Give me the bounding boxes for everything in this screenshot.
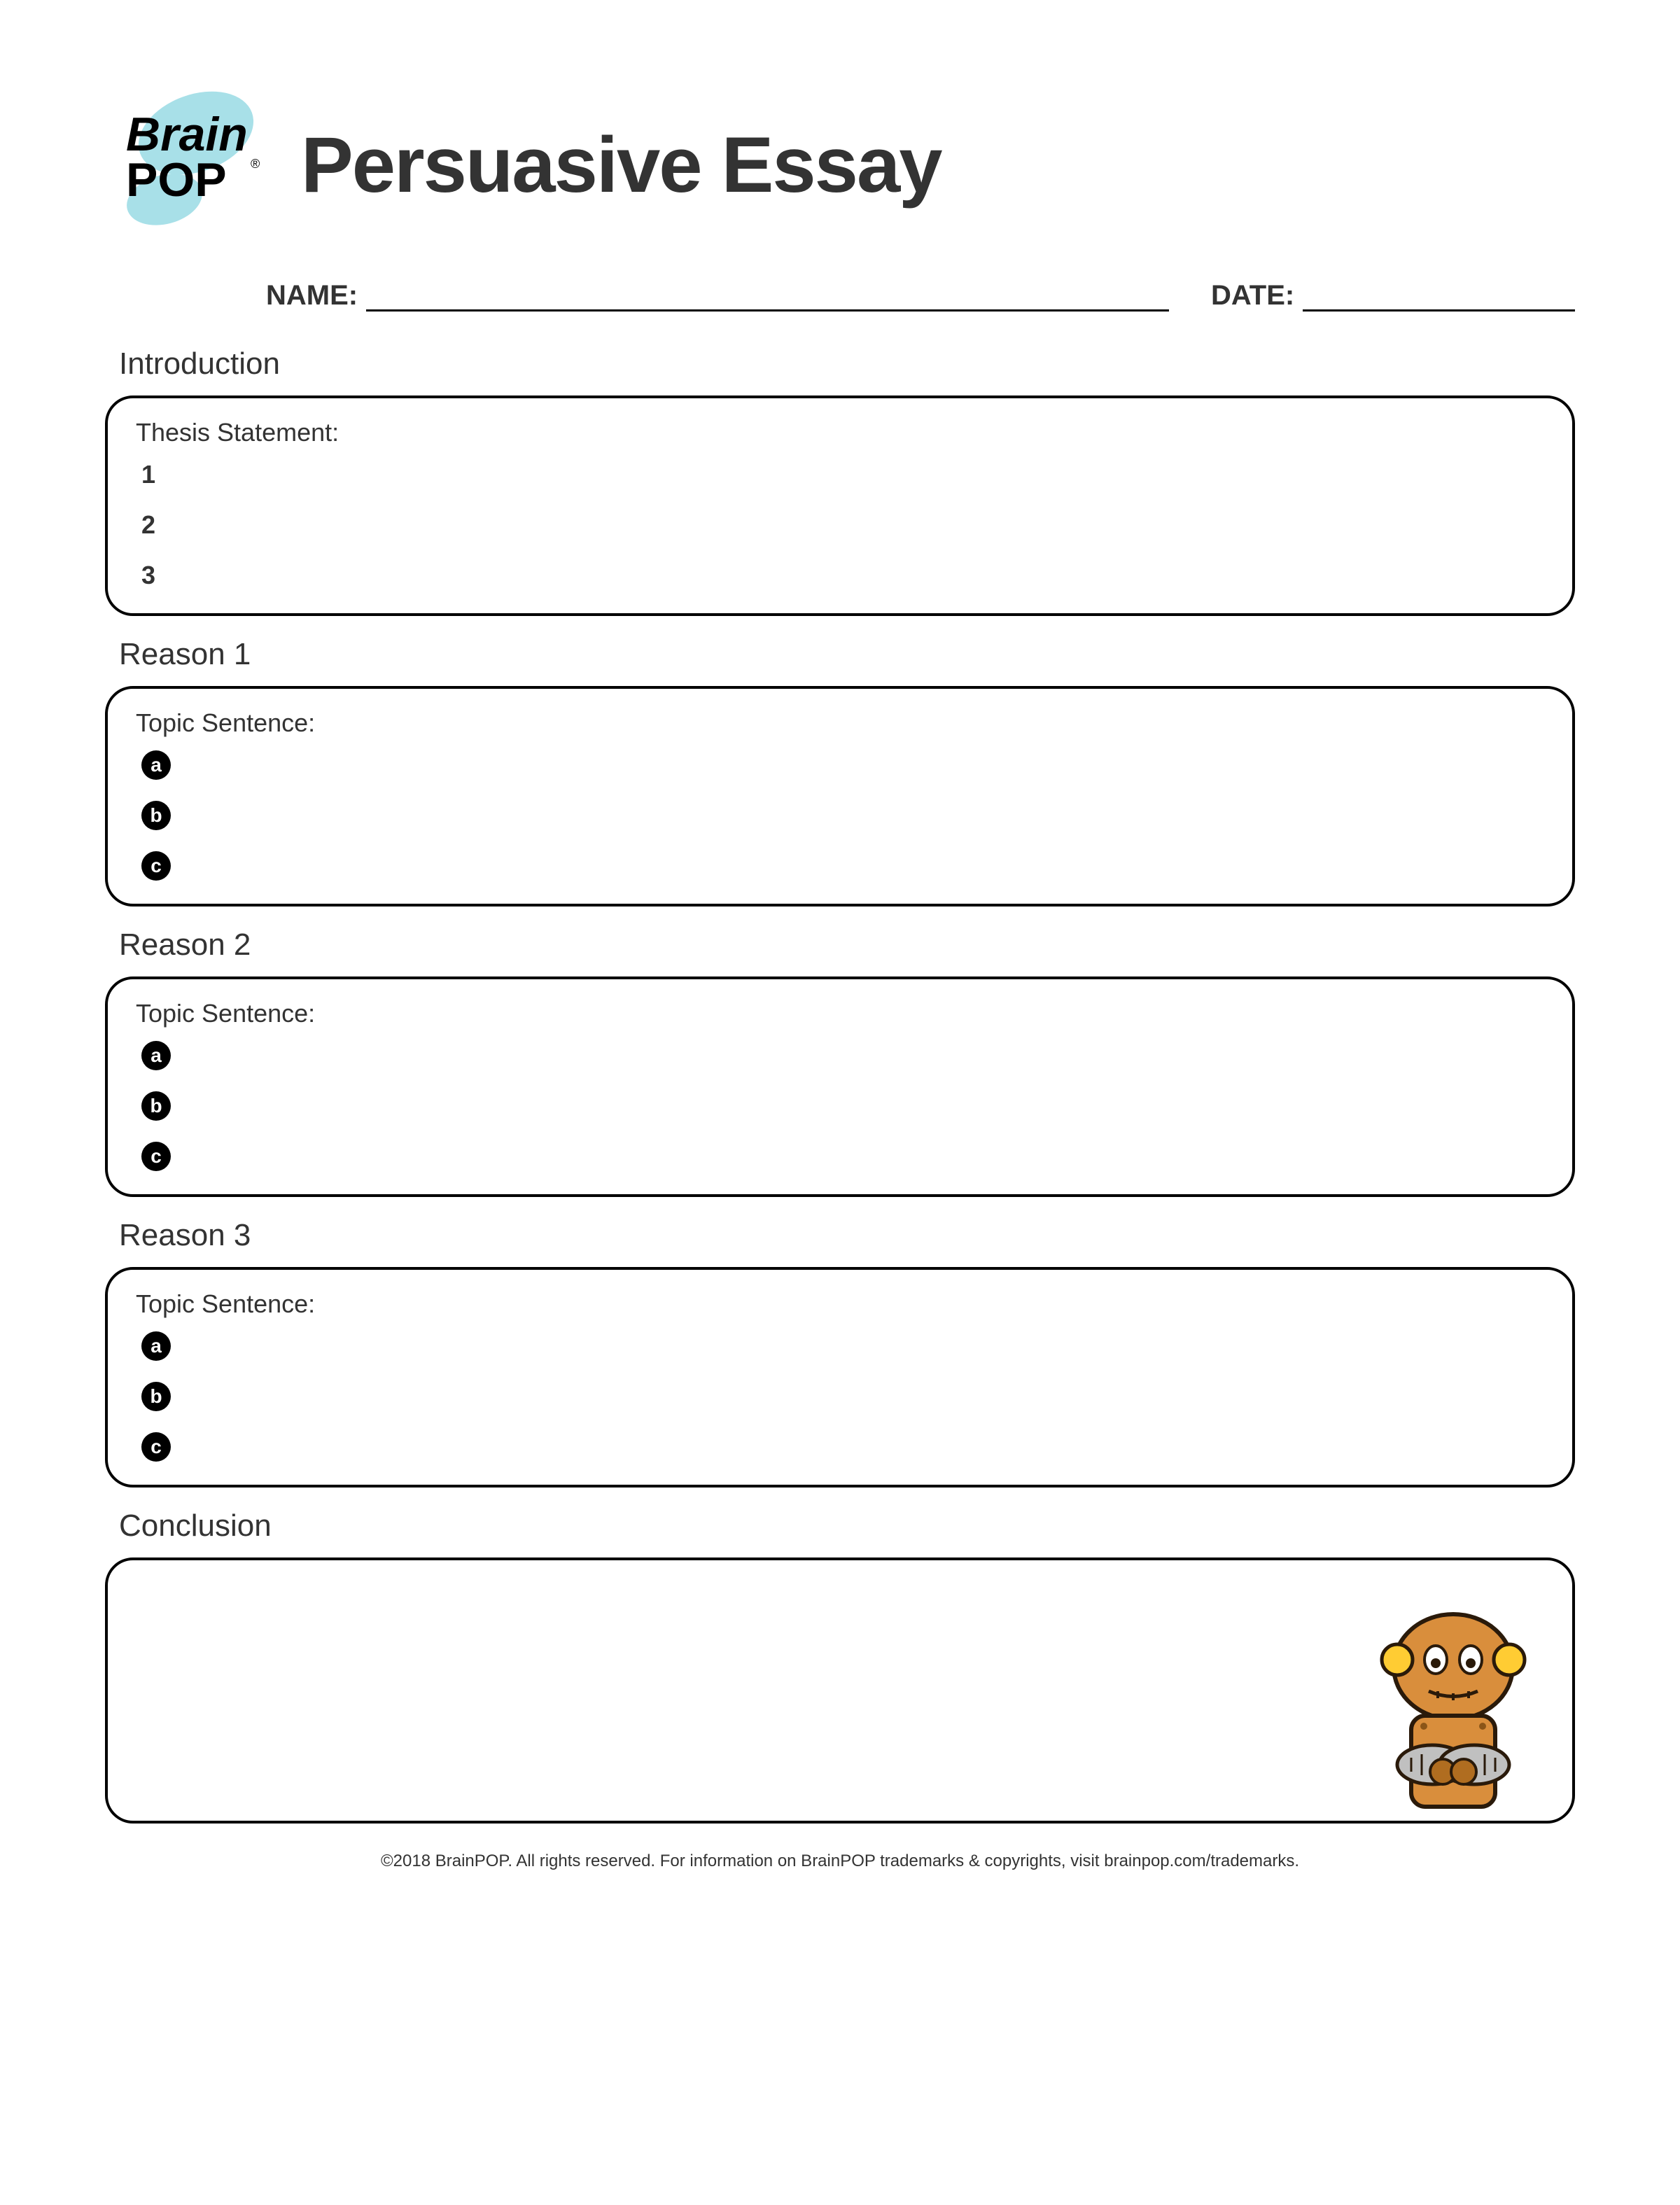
page-title: Persuasive Essay [301,120,941,210]
reason2-bullet-a: a [136,1041,1544,1070]
reason1-bullet-a: a [136,750,1544,780]
reason2-box: Topic Sentence: a b c [105,976,1575,1197]
reason1-box: Topic Sentence: a b c [105,686,1575,906]
reason1-bullet-b: b [136,801,1544,830]
reason3-bullet-a: a [136,1331,1544,1361]
reason1-topic-label: Topic Sentence: [136,708,1544,738]
name-date-row: NAME: DATE: [105,280,1575,312]
name-field: NAME: [266,280,1169,312]
header: Brain POP ® Persuasive Essay [105,84,1575,245]
footer-text: ©2018 BrainPOP. All rights reserved. For… [105,1851,1575,1871]
conclusion-header: Conclusion [105,1508,1575,1544]
introduction-header: Introduction [105,346,1575,382]
name-label: NAME: [266,280,358,312]
reason3-header: Reason 3 [105,1218,1575,1253]
date-field: DATE: [1211,280,1575,312]
brainpop-logo: Brain POP ® [105,84,266,245]
reason1-header: Reason 1 [105,637,1575,672]
reason2-bullet-c: c [136,1142,1544,1171]
date-input-line[interactable] [1303,284,1575,312]
reason2-topic-label: Topic Sentence: [136,999,1544,1028]
robot-icon [1362,1604,1544,1828]
name-input-line[interactable] [366,284,1169,312]
intro-bullet-1: 1 [136,460,1544,489]
reason3-box: Topic Sentence: a b c [105,1267,1575,1488]
date-label: DATE: [1211,280,1294,312]
svg-text:®: ® [251,157,260,171]
reason3-topic-label: Topic Sentence: [136,1289,1544,1319]
reason1-bullet-c: c [136,851,1544,881]
reason2-bullet-b: b [136,1091,1544,1121]
conclusion-box [105,1558,1575,1823]
introduction-box: Thesis Statement: 1 2 3 [105,396,1575,616]
reason3-bullet-b: b [136,1382,1544,1411]
thesis-statement-label: Thesis Statement: [136,418,1544,447]
intro-bullet-3: 3 [136,561,1544,590]
logo-pop-text: POP [126,153,227,206]
intro-bullet-2: 2 [136,510,1544,540]
reason3-bullet-c: c [136,1432,1544,1462]
reason2-header: Reason 2 [105,927,1575,962]
